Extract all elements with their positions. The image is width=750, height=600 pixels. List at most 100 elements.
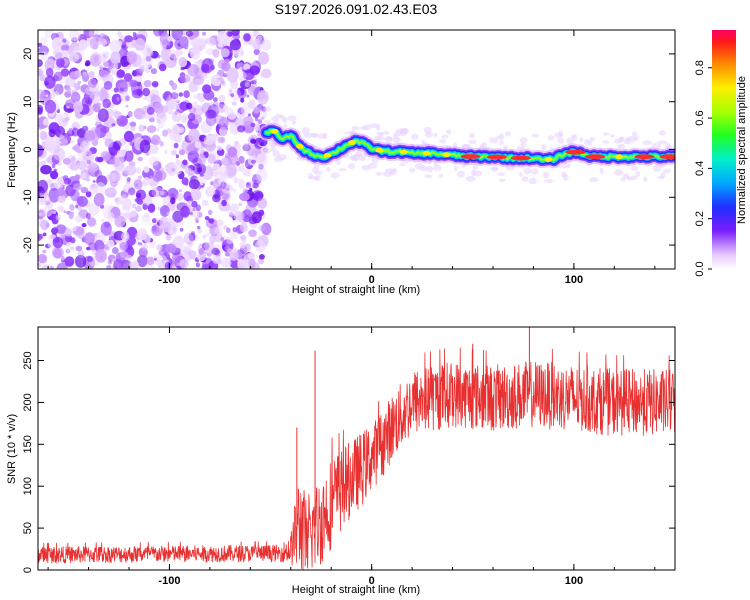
haze-blob [389, 169, 398, 175]
noise-blob [164, 57, 177, 69]
noise-blob [77, 195, 88, 207]
noise-blob [104, 187, 117, 198]
noise-blob [66, 248, 70, 253]
noise-blob [170, 197, 176, 205]
noise-blob [240, 234, 247, 241]
noise-blob [40, 164, 52, 175]
haze-blob [579, 137, 584, 143]
noise-blob [259, 87, 264, 92]
noise-blob [141, 242, 148, 251]
signal-hotspot [422, 150, 431, 156]
haze-blob [504, 131, 511, 137]
haze-blob [326, 166, 331, 173]
signal-hotspot [442, 152, 451, 158]
colorbar-tick-label: 0.4 [694, 161, 706, 176]
noise-blob [217, 166, 228, 177]
haze-blob [492, 137, 499, 144]
noise-blob [97, 108, 109, 122]
noise-blob [53, 71, 63, 82]
haze-blob [498, 178, 506, 182]
signal-hotspot [460, 154, 481, 159]
noise-blob [87, 71, 95, 79]
spectrogram-xlabel: Height of straight line (km) [292, 284, 420, 296]
noise-blob [129, 79, 138, 87]
noise-blob [48, 188, 60, 203]
noise-blob [249, 65, 260, 76]
noise-blob [174, 110, 178, 115]
figure-title: S197.2026.091.02.43.E03 [275, 1, 438, 17]
noise-blob [202, 199, 209, 206]
noise-blob [93, 193, 105, 207]
noise-blob [148, 222, 153, 226]
noise-blob [236, 70, 247, 81]
colorbar-tick-label: 0.0 [694, 261, 706, 276]
noise-blob [77, 249, 85, 259]
spectrogram-signal [258, 122, 675, 169]
noise-blob [56, 57, 65, 68]
noise-blob [180, 245, 189, 254]
noise-blob [251, 31, 262, 44]
noise-blob [53, 168, 57, 173]
haze-blob [589, 177, 599, 183]
noise-blob [38, 124, 44, 130]
noise-blob [81, 96, 93, 107]
noise-blob [47, 116, 51, 121]
noise-blob [229, 39, 242, 51]
noise-blob [51, 163, 56, 169]
noise-blob [75, 245, 82, 251]
noise-blob [39, 130, 48, 140]
noise-blob [183, 90, 190, 98]
noise-blob [214, 226, 223, 235]
noise-blob [54, 180, 64, 190]
colorbar-tick-label: 0.2 [694, 211, 706, 226]
noise-blob [261, 117, 265, 120]
signal-hotspot [348, 140, 357, 145]
haze-blob [531, 133, 540, 138]
xtick-label: 100 [565, 575, 583, 587]
noise-blob [218, 201, 231, 212]
noise-blob [233, 177, 239, 184]
noise-blob [238, 164, 245, 172]
noise-blob [38, 144, 44, 158]
noise-blob [220, 237, 225, 242]
noise-blob [232, 248, 237, 253]
noise-blob [247, 99, 256, 109]
noise-blob [156, 244, 163, 251]
signal-hotspot [295, 143, 304, 149]
noise-blob [187, 135, 194, 141]
noise-blob [239, 192, 250, 202]
haze-blob [311, 167, 319, 174]
haze-blob [557, 165, 566, 169]
haze-blob [626, 176, 633, 181]
noise-blob [223, 105, 228, 111]
noise-blob [171, 167, 176, 172]
noise-blob [250, 122, 256, 128]
noise-blob [204, 216, 210, 221]
noise-blob [227, 112, 237, 120]
noise-blob [157, 206, 161, 211]
noise-blob [172, 133, 183, 143]
noise-blob [207, 37, 217, 47]
noise-blob [161, 221, 171, 233]
noise-blob [59, 232, 64, 239]
noise-blob [45, 138, 57, 151]
noise-blob [106, 172, 117, 183]
noise-blob [66, 242, 72, 247]
haze-blob [499, 139, 504, 145]
snr-line-group [38, 327, 675, 570]
noise-blob [40, 36, 48, 44]
noise-blob [176, 192, 184, 201]
noise-blob [150, 134, 161, 146]
noise-blob [188, 232, 196, 242]
noise-blob [146, 106, 155, 115]
noise-blob [97, 156, 104, 163]
noise-blob [198, 247, 205, 255]
noise-blob [178, 56, 188, 68]
noise-blob [187, 150, 200, 163]
noise-blob [111, 123, 116, 127]
noise-blob [252, 30, 259, 38]
noise-blob [190, 47, 201, 60]
noise-blob [197, 145, 205, 154]
noise-blob [100, 221, 112, 236]
